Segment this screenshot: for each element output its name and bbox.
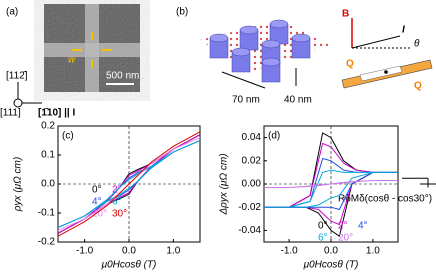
field-label: B xyxy=(342,9,349,20)
dimension-label: 40 nm xyxy=(284,95,312,106)
legend-entry: 0° xyxy=(318,221,328,232)
y-tick-label: 0.2 xyxy=(41,121,55,132)
x-tick-label: -1.0 xyxy=(281,246,299,257)
y-tick-label: 0.04 xyxy=(242,132,262,143)
legend-entry: 30° xyxy=(112,209,127,220)
width-label: w xyxy=(68,55,76,66)
y-axis-label: Δρyx (μΩ cm) xyxy=(219,153,230,215)
y-tick-label: -0.02 xyxy=(238,202,261,213)
annotation: RδMδ(cosθ - cos30°) xyxy=(338,194,432,205)
series-line xyxy=(264,157,398,211)
panel-a: (a) w 500 nm [112̄] [111] [1̄10] || I xyxy=(0,4,140,119)
direction-label: [112̄] xyxy=(6,71,28,82)
y-tick-label: 0.1 xyxy=(41,150,55,161)
q-label: Q xyxy=(414,81,422,92)
series-line xyxy=(264,169,398,208)
angle-label: θ xyxy=(414,39,420,50)
legend-entry: 0° xyxy=(92,185,102,196)
annotation-bracket xyxy=(402,177,436,188)
q-bar-mid xyxy=(359,65,403,82)
legend-entry: 20° xyxy=(92,209,107,220)
y-tick-label: -0.2 xyxy=(38,237,56,248)
legend-entry: 4° xyxy=(92,197,102,208)
series-line xyxy=(264,180,398,188)
y-tick-label: 0.02 xyxy=(242,155,262,166)
panel-label: (a) xyxy=(6,7,18,18)
legend-entry: 6° xyxy=(112,197,122,208)
y-axis-label: ρyx (μΩ cm) xyxy=(13,157,24,212)
legend-entry: 6° xyxy=(318,233,328,244)
panel-b: (b) 70 nm 40 nm B I θ Q Q xyxy=(176,7,433,106)
x-tick-label: 1.0 xyxy=(366,246,380,257)
y-tick-label: 0.00 xyxy=(242,179,262,190)
y-tick-label: 0.0 xyxy=(41,179,55,190)
current-arrow xyxy=(351,35,401,49)
pillars xyxy=(209,19,311,83)
x-tick-label: 0.0 xyxy=(324,246,338,257)
q-label: Q xyxy=(346,59,354,70)
x-axis-label: μ0Hcosθ (T) xyxy=(303,260,359,271)
panel-label: (c) xyxy=(62,131,74,142)
legend-entry: 4° xyxy=(358,221,368,232)
x-tick-label: -1.0 xyxy=(76,246,94,257)
width-arrows xyxy=(72,32,112,68)
y-tick-label: -0.1 xyxy=(38,208,56,219)
dimension xyxy=(221,71,266,89)
dimension-label: 70 nm xyxy=(232,95,260,106)
out-of-plane xyxy=(13,98,23,108)
panel-label: (b) xyxy=(176,7,188,18)
y-tick-label: -0.04 xyxy=(238,225,261,236)
panel-label: (d) xyxy=(268,131,280,142)
current-label: I xyxy=(402,25,405,36)
series-line xyxy=(264,132,398,238)
q-center xyxy=(384,70,388,74)
direction-label: [1̄10] || I xyxy=(38,108,75,119)
legend-entry: 2° xyxy=(338,221,348,232)
sem-wire xyxy=(44,43,140,57)
series-line xyxy=(264,142,398,226)
direction-label: [111] xyxy=(0,108,21,119)
x-axis-label: μ0Hcosθ (T) xyxy=(101,260,157,271)
x-tick-label: 0.0 xyxy=(122,246,136,257)
series-line xyxy=(57,131,201,237)
x-tick-label: 1.0 xyxy=(166,246,180,257)
legend-entry: 20° xyxy=(338,233,353,244)
scale-label: 500 nm xyxy=(106,71,139,82)
